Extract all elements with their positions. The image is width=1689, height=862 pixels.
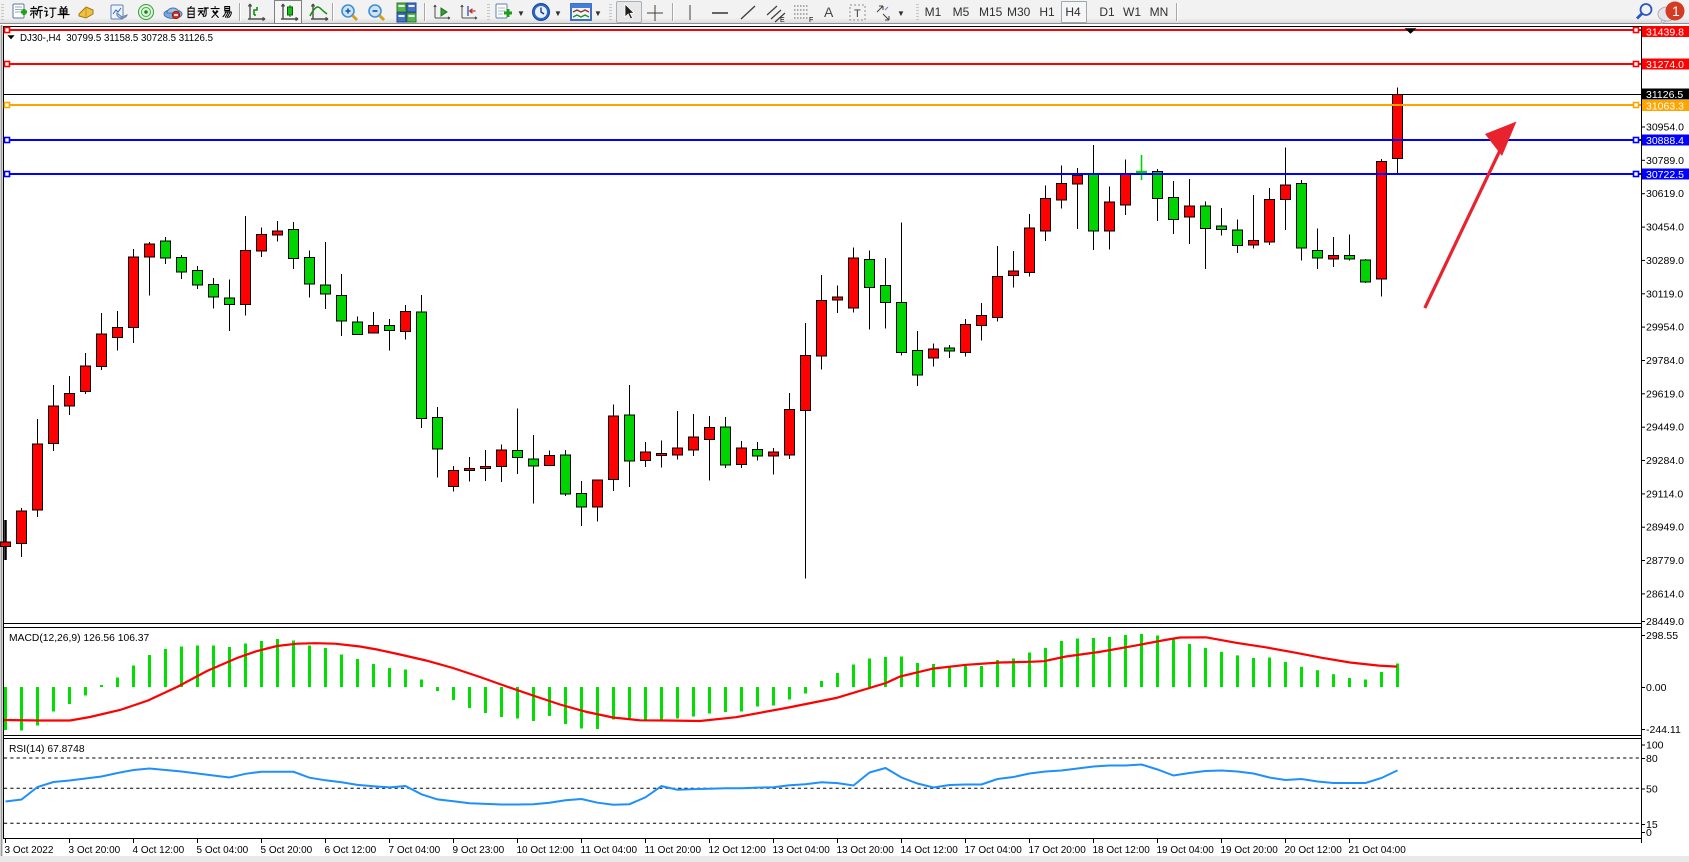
- svg-text:298.55: 298.55: [1646, 630, 1678, 642]
- svg-text:4 Oct 12:00: 4 Oct 12:00: [133, 845, 185, 856]
- svg-text:5 Oct 04:00: 5 Oct 04:00: [197, 845, 249, 856]
- svg-text:9 Oct 23:00: 9 Oct 23:00: [453, 845, 505, 856]
- svg-text:12 Oct 12:00: 12 Oct 12:00: [709, 845, 767, 856]
- svg-text:1: 1: [1672, 3, 1680, 19]
- svg-text:30119.0: 30119.0: [1646, 288, 1683, 300]
- svg-text:3 Oct 20:00: 3 Oct 20:00: [69, 845, 121, 856]
- svg-text:0: 0: [1646, 827, 1652, 839]
- svg-text:7 Oct 04:00: 7 Oct 04:00: [389, 845, 441, 856]
- svg-text:0.00: 0.00: [1646, 682, 1667, 694]
- svg-text:RSI(14) 67.8748: RSI(14) 67.8748: [9, 744, 85, 755]
- svg-text:F: F: [809, 17, 813, 23]
- svg-text:29784.0: 29784.0: [1646, 355, 1684, 367]
- svg-text:29284.0: 29284.0: [1646, 455, 1684, 467]
- svg-text:30789.0: 30789.0: [1646, 155, 1684, 167]
- svg-text:50: 50: [1646, 784, 1658, 796]
- svg-text:19 Oct 04:00: 19 Oct 04:00: [1157, 845, 1215, 856]
- svg-text:28614.0: 28614.0: [1646, 588, 1684, 600]
- svg-text:-244.11: -244.11: [1646, 724, 1681, 736]
- svg-text:11 Oct 04:00: 11 Oct 04:00: [581, 845, 638, 856]
- svg-text:T: T: [854, 8, 861, 20]
- svg-text:29114.0: 29114.0: [1646, 488, 1683, 500]
- svg-text:17 Oct 04:00: 17 Oct 04:00: [965, 845, 1023, 856]
- svg-text:20 Oct 12:00: 20 Oct 12:00: [1285, 845, 1343, 856]
- svg-text:28949.0: 28949.0: [1646, 522, 1684, 534]
- svg-text:30888.4: 30888.4: [1646, 135, 1684, 147]
- svg-text:80: 80: [1646, 753, 1658, 765]
- svg-text:10 Oct 12:00: 10 Oct 12:00: [517, 845, 575, 856]
- svg-text:DJ30-,H4 30799.5 31158.5 3072: DJ30-,H4 30799.5 31158.5 30728.5 31126.5: [20, 33, 213, 44]
- svg-text:3 Oct 2022: 3 Oct 2022: [5, 845, 54, 856]
- svg-text:31439.8: 31439.8: [1646, 26, 1684, 38]
- svg-text:21 Oct 04:00: 21 Oct 04:00: [1349, 845, 1407, 856]
- svg-text:30619.0: 30619.0: [1646, 188, 1684, 200]
- svg-text:14 Oct 12:00: 14 Oct 12:00: [901, 845, 959, 856]
- svg-text:31063.3: 31063.3: [1646, 100, 1684, 112]
- svg-text:11 Oct 20:00: 11 Oct 20:00: [645, 845, 702, 856]
- svg-text:15: 15: [1646, 819, 1658, 831]
- svg-text:17 Oct 20:00: 17 Oct 20:00: [1029, 845, 1087, 856]
- svg-text:30954.0: 30954.0: [1646, 122, 1684, 134]
- svg-text:29954.0: 29954.0: [1646, 322, 1684, 334]
- svg-text:18 Oct 12:00: 18 Oct 12:00: [1093, 845, 1151, 856]
- svg-text:31274.0: 31274.0: [1646, 59, 1684, 71]
- svg-text:6 Oct 12:00: 6 Oct 12:00: [325, 845, 377, 856]
- svg-text:100: 100: [1646, 740, 1664, 752]
- svg-text:19 Oct 20:00: 19 Oct 20:00: [1221, 845, 1279, 856]
- svg-text:29449.0: 29449.0: [1646, 422, 1684, 434]
- svg-text:28779.0: 28779.0: [1646, 555, 1684, 567]
- svg-text:E: E: [780, 17, 785, 23]
- svg-text:13 Oct 20:00: 13 Oct 20:00: [837, 845, 895, 856]
- svg-text:29619.0: 29619.0: [1646, 388, 1684, 400]
- svg-text:31126.5: 31126.5: [1646, 89, 1683, 101]
- svg-text:13 Oct 04:00: 13 Oct 04:00: [773, 845, 831, 856]
- svg-text:5 Oct 20:00: 5 Oct 20:00: [261, 845, 313, 856]
- svg-text:30289.0: 30289.0: [1646, 255, 1684, 267]
- svg-text:30454.0: 30454.0: [1646, 222, 1684, 234]
- svg-text:28449.0: 28449.0: [1646, 616, 1684, 628]
- svg-text:30722.5: 30722.5: [1646, 169, 1684, 181]
- svg-text:MACD(12,26,9) 126.56 106.37: MACD(12,26,9) 126.56 106.37: [9, 633, 150, 644]
